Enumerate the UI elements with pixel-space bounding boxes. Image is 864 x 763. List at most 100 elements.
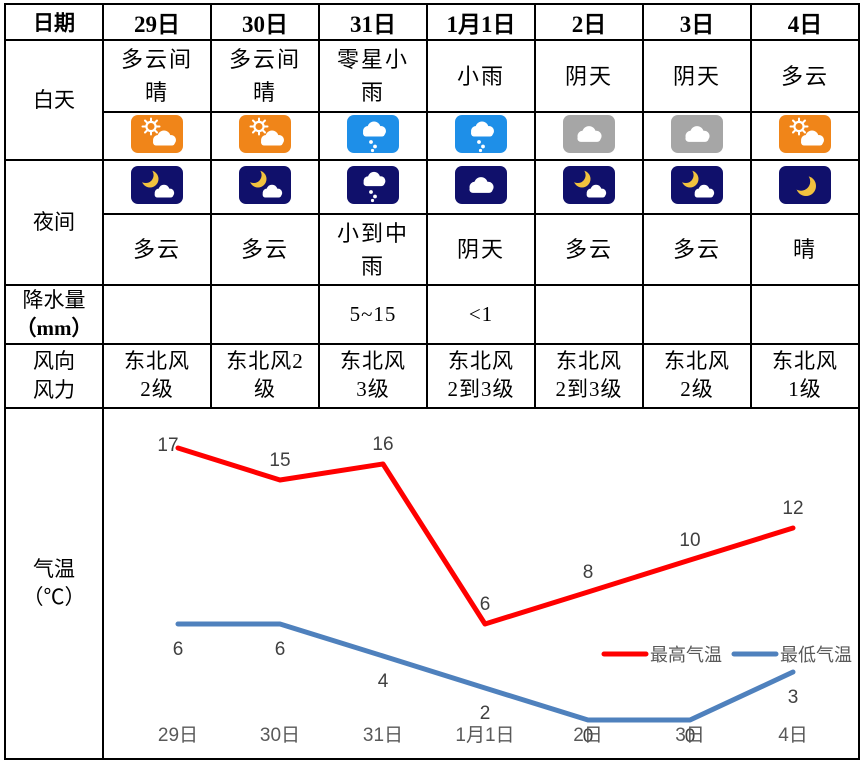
svg-text:最高气温: 最高气温 — [650, 645, 722, 665]
day-condition-cell: 多云间 晴 — [102, 39, 212, 113]
svg-text:8: 8 — [583, 562, 594, 583]
night-condition-row: 多云 多云 小到中 雨 阴天 多云 多云 晴 — [5, 213, 860, 286]
wind-cell: 东北风 1级 — [750, 342, 860, 409]
night-icon-cell — [534, 159, 644, 215]
svg-text:6: 6 — [480, 594, 491, 615]
moon-icon — [779, 165, 831, 204]
date-cell: 2日 — [534, 3, 644, 41]
night-icon-cell — [642, 159, 752, 215]
precipitation-row-label: 降水量 （mm） — [4, 284, 104, 345]
date-cell: 29日 — [102, 3, 212, 41]
date-cell: 30日 — [210, 3, 320, 41]
moon-cloud-icon — [131, 165, 183, 204]
day-condition-cell: 多云 — [750, 39, 860, 113]
day-icon-row — [5, 111, 860, 161]
day-icon-cell — [210, 111, 320, 161]
temperature-row: 气温 （℃） 17 15 16 6 8 10 12 6 6 4 2 0 0 3 29日 30日 31日 1月1日 2… — [4, 406, 860, 760]
day-icon-cell — [318, 111, 428, 161]
precipitation-cell: 5~15 — [318, 284, 428, 345]
night-icon-cell — [750, 159, 860, 215]
date-cell: 31日 — [318, 3, 428, 41]
precipitation-row: 降水量 （mm） 5~15 <1 — [4, 284, 860, 345]
svg-text:4: 4 — [378, 671, 389, 692]
night-condition-cell: 阴天 — [426, 213, 536, 286]
day-condition-cell: 阴天 — [534, 39, 644, 113]
night-condition-cell: 多云 — [102, 213, 212, 286]
svg-text:3日: 3日 — [675, 725, 705, 746]
night-icon-row: 夜间 — [4, 159, 860, 286]
night-row-label: 夜间 — [4, 159, 104, 286]
night-condition-cell: 晴 — [750, 213, 860, 286]
precipitation-cell — [210, 284, 320, 345]
svg-text:2日: 2日 — [573, 725, 603, 746]
day-row-label: 白天 — [4, 39, 104, 161]
night-icon-cell — [426, 159, 536, 215]
overcast-icon — [671, 114, 723, 153]
wind-cell: 东北风 2级 — [102, 342, 212, 409]
svg-text:6: 6 — [275, 639, 286, 660]
wind-cell: 东北风 2到3级 — [534, 342, 644, 409]
precip-label-text: 降水量 — [22, 288, 86, 312]
partly-cloudy-day-icon — [779, 114, 831, 153]
wind-cell: 东北风 3级 — [318, 342, 428, 409]
precipitation-cell — [102, 284, 212, 345]
partly-cloudy-day-icon — [239, 114, 291, 153]
wind-row: 风向 风力 东北风 2级 东北风2 级 东北风 3级 东北风 2到3级 东北风 … — [4, 342, 860, 409]
svg-text:4日: 4日 — [778, 725, 808, 746]
svg-text:10: 10 — [679, 530, 700, 551]
day-icon-cell — [642, 111, 752, 161]
wind-cell: 东北风2 级 — [210, 342, 320, 409]
day-condition-cell: 小雨 — [426, 39, 536, 113]
night-condition-cell: 小到中 雨 — [318, 213, 428, 286]
svg-text:17: 17 — [157, 435, 178, 456]
date-cell: 4日 — [750, 3, 860, 41]
overcast-icon — [563, 114, 615, 153]
night-cloud-icon — [455, 165, 507, 204]
day-icon-cell — [750, 111, 860, 161]
svg-text:2: 2 — [480, 703, 491, 724]
moon-cloud-icon — [671, 165, 723, 204]
wind-row-label: 风向 风力 — [4, 342, 104, 409]
night-icon-cell — [102, 159, 212, 215]
day-icon-cell — [534, 111, 644, 161]
day-icon-cell — [426, 111, 536, 161]
night-rain-icon — [347, 165, 399, 204]
day-condition-cell: 多云间 晴 — [210, 39, 320, 113]
svg-text:6: 6 — [173, 639, 184, 660]
temperature-chart-cell: 17 15 16 6 8 10 12 6 6 4 2 0 0 3 29日 30日 31日 1月1日 2日 3日 4日 最高… — [102, 406, 860, 760]
svg-text:16: 16 — [372, 434, 393, 455]
night-condition-cell: 多云 — [642, 213, 752, 286]
day-condition-row: 白天 多云间 晴 多云间 晴 零星小 雨 小雨 阴天 阴天 多云 — [4, 39, 860, 161]
date-cell: 3日 — [642, 3, 752, 41]
svg-text:最低气温: 最低气温 — [780, 645, 852, 665]
date-header-label: 日期 — [4, 3, 104, 41]
night-icon-cell — [210, 159, 320, 215]
precip-unit-text: （mm） — [15, 316, 93, 341]
rain-day-icon — [455, 114, 507, 153]
svg-text:12: 12 — [782, 498, 803, 519]
day-condition-cell: 零星小 雨 — [318, 39, 428, 113]
svg-text:30日: 30日 — [260, 725, 300, 746]
precipitation-cell — [750, 284, 860, 345]
moon-cloud-icon — [563, 165, 615, 204]
svg-text:31日: 31日 — [363, 725, 403, 746]
svg-text:3: 3 — [788, 687, 799, 708]
night-condition-cell: 多云 — [210, 213, 320, 286]
night-condition-cell: 多云 — [534, 213, 644, 286]
date-cell: 1月1日 — [426, 3, 536, 41]
precipitation-cell: <1 — [426, 284, 536, 345]
wind-cell: 东北风 2到3级 — [426, 342, 536, 409]
moon-cloud-icon — [239, 165, 291, 204]
svg-text:29日: 29日 — [158, 725, 198, 746]
weather-table: 日期 29日 30日 31日 1月1日 2日 3日 4日 白天 多云间 晴 多云… — [4, 3, 860, 760]
precipitation-cell — [642, 284, 752, 345]
temperature-row-label: 气温 （℃） — [4, 406, 104, 760]
partly-cloudy-day-icon — [131, 114, 183, 153]
day-condition-cell: 阴天 — [642, 39, 752, 113]
svg-text:1月1日: 1月1日 — [455, 725, 514, 746]
svg-text:15: 15 — [269, 450, 290, 471]
date-header-row: 日期 29日 30日 31日 1月1日 2日 3日 4日 — [4, 3, 860, 41]
wind-cell: 东北风 2级 — [642, 342, 752, 409]
